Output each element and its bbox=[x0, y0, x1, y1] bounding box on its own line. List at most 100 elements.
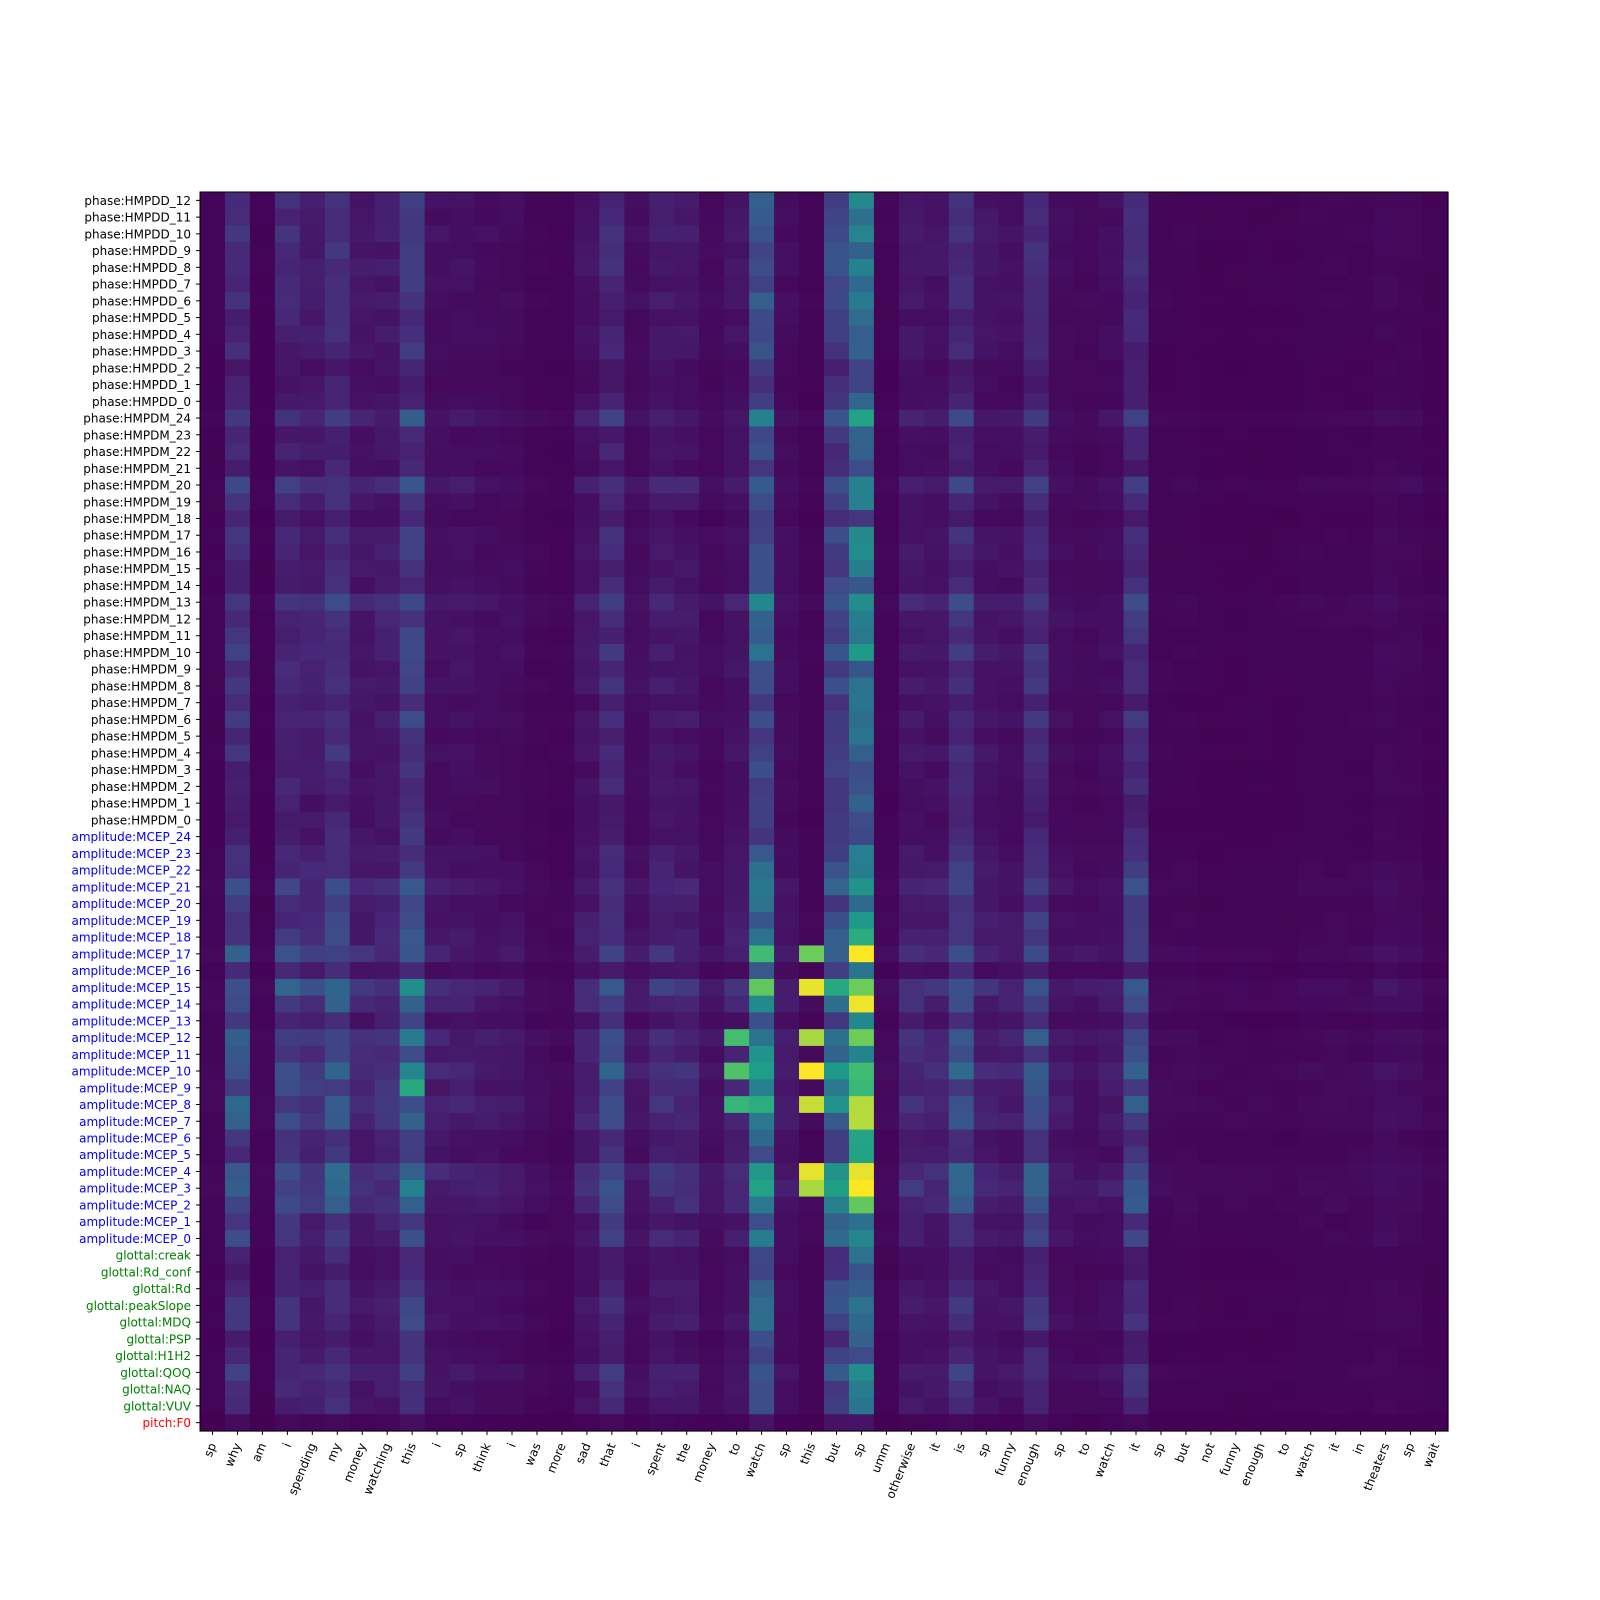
heatmap-cell bbox=[424, 359, 451, 377]
heatmap-cell bbox=[799, 644, 825, 662]
heatmap-cell bbox=[1423, 560, 1449, 578]
heatmap-cell bbox=[424, 1263, 451, 1281]
heatmap-cell bbox=[1073, 895, 1100, 913]
heatmap-cell bbox=[324, 861, 351, 880]
heatmap-cell bbox=[699, 778, 725, 796]
heatmap-cell bbox=[724, 376, 750, 394]
heatmap-cell bbox=[649, 878, 675, 896]
heatmap-cell bbox=[1423, 794, 1449, 813]
heatmap-cell bbox=[549, 1246, 575, 1265]
heatmap-cell bbox=[1248, 258, 1274, 277]
heatmap-cell bbox=[1248, 1096, 1274, 1114]
heatmap-cell bbox=[349, 1364, 376, 1382]
heatmap-cell bbox=[998, 1179, 1025, 1198]
heatmap-cell bbox=[499, 1280, 526, 1298]
heatmap-cell bbox=[1173, 1313, 1199, 1332]
heatmap-cell bbox=[674, 794, 700, 813]
heatmap-cell bbox=[1398, 778, 1424, 796]
heatmap-cell bbox=[1348, 1246, 1374, 1265]
heatmap-cell bbox=[474, 660, 501, 679]
heatmap-cell bbox=[624, 258, 650, 277]
heatmap-cell bbox=[1173, 778, 1199, 796]
heatmap-cell bbox=[674, 376, 700, 394]
heatmap-cell bbox=[1198, 359, 1224, 377]
y-tick-label: amplitude:MCEP_22 bbox=[71, 864, 191, 878]
heatmap-cell bbox=[649, 895, 675, 913]
heatmap-cell bbox=[224, 1196, 251, 1214]
heatmap-cell bbox=[1248, 510, 1274, 528]
heatmap-cell bbox=[349, 1414, 376, 1432]
heatmap-cell bbox=[499, 794, 526, 813]
heatmap-cell bbox=[1348, 1079, 1374, 1097]
heatmap-cell bbox=[923, 1297, 950, 1315]
heatmap-cell bbox=[399, 1297, 426, 1315]
heatmap-cell bbox=[1273, 526, 1299, 545]
heatmap-cell bbox=[724, 1079, 750, 1097]
heatmap-cell bbox=[299, 928, 326, 947]
heatmap-cell bbox=[574, 962, 600, 980]
heatmap-cell bbox=[1023, 727, 1050, 746]
heatmap-cell bbox=[799, 711, 825, 729]
heatmap-cell bbox=[948, 995, 975, 1014]
heatmap-cell bbox=[749, 694, 775, 712]
heatmap-cell bbox=[973, 192, 1000, 210]
heatmap-cell bbox=[699, 526, 725, 545]
heatmap-cell bbox=[1223, 476, 1249, 494]
heatmap-cell bbox=[1173, 828, 1199, 846]
heatmap-cell bbox=[998, 192, 1025, 210]
heatmap-cell bbox=[200, 426, 226, 444]
heatmap-cell bbox=[1048, 459, 1075, 478]
heatmap-cell bbox=[1198, 844, 1224, 863]
heatmap-cell bbox=[1098, 861, 1125, 880]
heatmap-cell bbox=[923, 844, 950, 863]
heatmap-cell bbox=[873, 325, 900, 344]
heatmap-cell bbox=[873, 610, 900, 628]
heatmap-cell bbox=[1123, 493, 1150, 511]
heatmap-cell bbox=[674, 543, 700, 561]
y-tick-label: phase:HMPDD_9 bbox=[92, 244, 191, 258]
heatmap-cell bbox=[1298, 275, 1324, 294]
heatmap-cell bbox=[624, 1129, 650, 1147]
heatmap-cell bbox=[998, 309, 1025, 327]
heatmap-cell bbox=[424, 1213, 451, 1231]
heatmap-cell bbox=[1023, 1414, 1050, 1432]
heatmap-cell bbox=[898, 911, 925, 930]
heatmap-cell bbox=[1073, 543, 1100, 561]
heatmap-cell bbox=[1298, 1179, 1324, 1198]
heatmap-cell bbox=[224, 376, 251, 394]
heatmap-cell bbox=[1298, 526, 1324, 545]
heatmap-cell bbox=[1198, 778, 1224, 796]
heatmap-cell bbox=[574, 895, 600, 913]
heatmap-cell bbox=[873, 844, 900, 863]
heatmap-cell bbox=[1098, 978, 1125, 997]
heatmap-cell bbox=[848, 694, 875, 712]
x-tick-label: the bbox=[673, 1441, 693, 1465]
heatmap-cell bbox=[1198, 1045, 1224, 1064]
heatmap-cell bbox=[449, 1029, 476, 1047]
heatmap-cell bbox=[349, 928, 376, 947]
heatmap-cell bbox=[200, 376, 226, 394]
heatmap-cell bbox=[898, 325, 925, 344]
heatmap-cell bbox=[474, 1163, 501, 1181]
heatmap-cell bbox=[1098, 309, 1125, 327]
heatmap-cell bbox=[474, 292, 501, 310]
heatmap-cell bbox=[274, 208, 301, 227]
heatmap-cell bbox=[1223, 610, 1249, 628]
heatmap-cell bbox=[274, 443, 301, 461]
heatmap-cell bbox=[774, 945, 800, 963]
heatmap-cell bbox=[973, 895, 1000, 913]
heatmap-cell bbox=[324, 543, 351, 561]
heatmap-cell bbox=[1423, 1230, 1449, 1248]
heatmap-cell bbox=[1123, 644, 1150, 662]
heatmap-cell bbox=[1198, 1062, 1224, 1080]
heatmap-cell bbox=[699, 1079, 725, 1097]
heatmap-cell bbox=[1148, 459, 1175, 478]
heatmap-cell bbox=[898, 242, 925, 260]
heatmap-cell bbox=[1073, 828, 1100, 846]
heatmap-cell bbox=[299, 526, 326, 545]
heatmap-cell bbox=[1073, 911, 1100, 930]
heatmap-cell bbox=[274, 1062, 301, 1080]
heatmap-cell bbox=[1048, 677, 1075, 695]
heatmap-cell bbox=[449, 794, 476, 813]
heatmap-cell bbox=[374, 459, 401, 478]
